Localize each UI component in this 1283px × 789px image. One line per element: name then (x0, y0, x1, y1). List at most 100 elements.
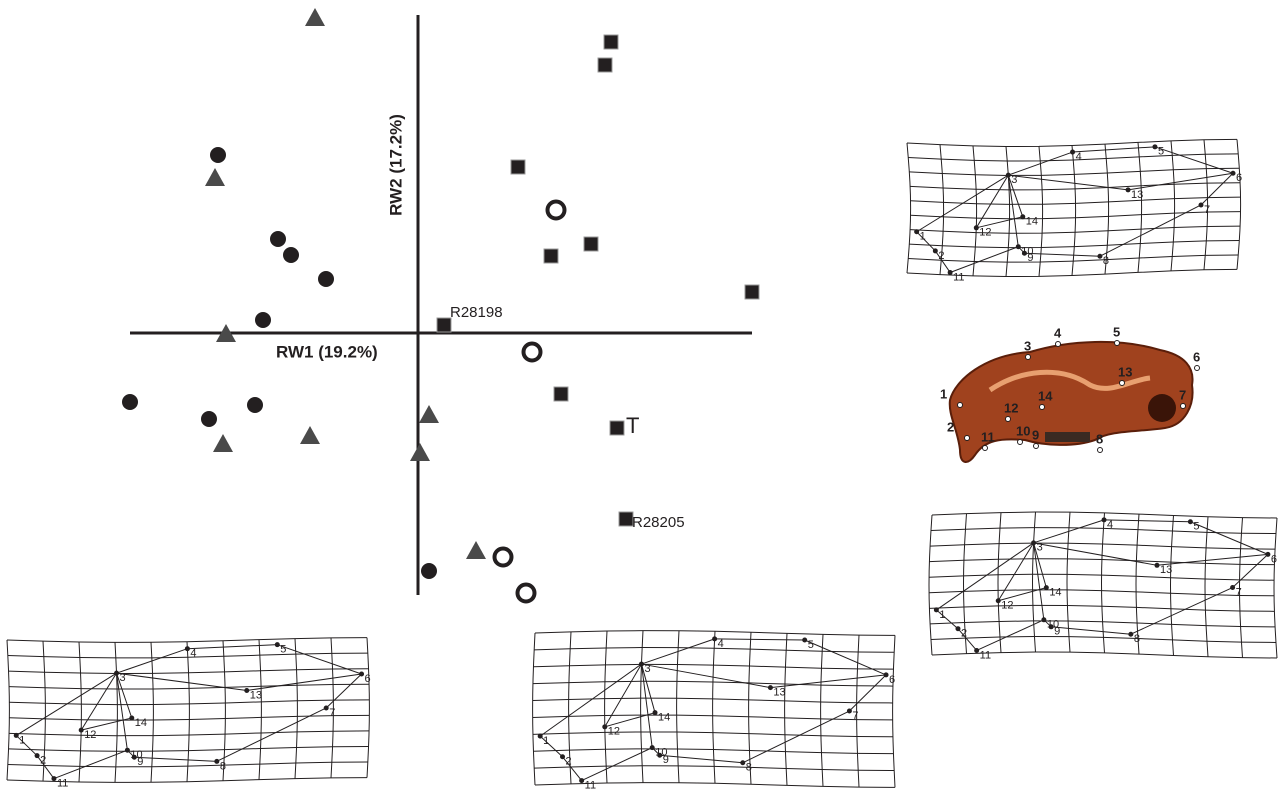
grid-line-v (962, 513, 967, 654)
grid-line-h (910, 225, 1241, 234)
landmark (1020, 214, 1026, 220)
landmark-label: 3 (644, 663, 650, 675)
grid-line-v (856, 635, 860, 788)
landmark-label: 6 (889, 674, 895, 686)
landmark (560, 754, 566, 760)
skull-landmark (957, 402, 963, 408)
landmark (537, 733, 543, 739)
grid-line-v (114, 642, 118, 783)
landmark-link (116, 673, 133, 719)
landmark-label: 7 (1236, 586, 1242, 598)
landmark-link (975, 174, 1009, 229)
landmark (1152, 144, 1158, 150)
point (210, 147, 226, 163)
skull-landmark-label: 11 (981, 429, 995, 444)
landmark-link (976, 216, 1023, 229)
grid-line-h (532, 731, 893, 738)
landmark (1041, 617, 1047, 623)
grid-line-v (712, 631, 716, 784)
landmark-link (604, 663, 642, 728)
grid-line-h (906, 138, 1238, 148)
landmark-link (539, 735, 563, 758)
landmark (184, 646, 190, 652)
point (583, 236, 599, 252)
landmark (883, 672, 889, 678)
landmark-link (957, 628, 978, 651)
landmark (973, 225, 979, 231)
landmark-link (277, 644, 362, 675)
grid-line-h (9, 683, 370, 690)
landmark (1005, 172, 1011, 178)
landmark-link (949, 246, 1019, 273)
point (744, 284, 760, 300)
landmark-label: 6 (1236, 172, 1242, 184)
landmark (1198, 202, 1204, 208)
landmark-label: 10 (1047, 619, 1059, 631)
landmark-link (1008, 174, 1129, 191)
landmark-link (216, 707, 327, 762)
point (515, 582, 537, 604)
skull-landmark (1119, 380, 1125, 386)
grid-line-v (972, 145, 978, 276)
point (543, 248, 559, 264)
landmark-link (997, 542, 1035, 602)
landmark-label: 4 (718, 638, 724, 650)
grid-line-h (930, 527, 1276, 535)
landmark-label: 7 (329, 707, 335, 719)
x-axis-title: RW1 (19.2%) (276, 342, 378, 361)
grid-line-v (676, 630, 680, 783)
landmark (947, 269, 953, 275)
landmark-link (770, 674, 887, 689)
landmark-link (1007, 174, 1024, 217)
landmark (1031, 540, 1037, 546)
landmark (1125, 187, 1131, 193)
grid-line-v (1273, 517, 1278, 659)
landmark-link (80, 672, 117, 731)
skull-landmark-label: 3 (1024, 338, 1031, 353)
skull-landmark (1114, 340, 1120, 346)
grid-line-h (931, 651, 1278, 659)
skull-landmark (1025, 354, 1031, 360)
landmark-label: 1 (19, 734, 25, 746)
landmark-label: 6 (365, 673, 371, 685)
landmark-label: 5 (808, 639, 814, 651)
landmark-label: 12 (979, 227, 991, 239)
landmark-link (916, 174, 1009, 233)
landmark-label: 9 (663, 754, 669, 766)
skull-bulla (1148, 394, 1176, 422)
grid-line-v (640, 630, 644, 783)
grid-line-h (534, 765, 895, 772)
landmark-label: 2 (938, 250, 944, 262)
grid-line-v (330, 637, 334, 778)
landmark-link (640, 663, 656, 713)
skull-landmark-label: 4 (1054, 325, 1062, 340)
point (521, 341, 543, 363)
landmark-link (1156, 553, 1268, 566)
landmark-label: 13 (250, 689, 262, 701)
point (545, 199, 567, 221)
grid-line-v (1038, 146, 1044, 277)
skull-landmark-label: 2 (947, 419, 954, 434)
grid-line-h (930, 620, 1276, 628)
skull-teeth (1045, 432, 1090, 442)
landmark-link (1232, 554, 1269, 588)
skull-landmark (1097, 447, 1103, 453)
landmark-link (1033, 542, 1045, 620)
point (205, 168, 225, 186)
landmark (846, 708, 852, 714)
landmark-link (15, 672, 117, 736)
grid-line-h (8, 668, 369, 674)
grid-line-v (1066, 512, 1071, 653)
landmark-link (1104, 519, 1191, 523)
skull-landmark-label: 7 (1179, 387, 1186, 402)
point (300, 426, 320, 444)
grid-line-h (931, 511, 1278, 519)
landmark-link (539, 663, 642, 737)
point-label: R28205 (632, 514, 685, 531)
landmark-label: 2 (40, 755, 46, 767)
landmark-label: 8 (1103, 255, 1109, 267)
grid-line-v (6, 639, 10, 781)
